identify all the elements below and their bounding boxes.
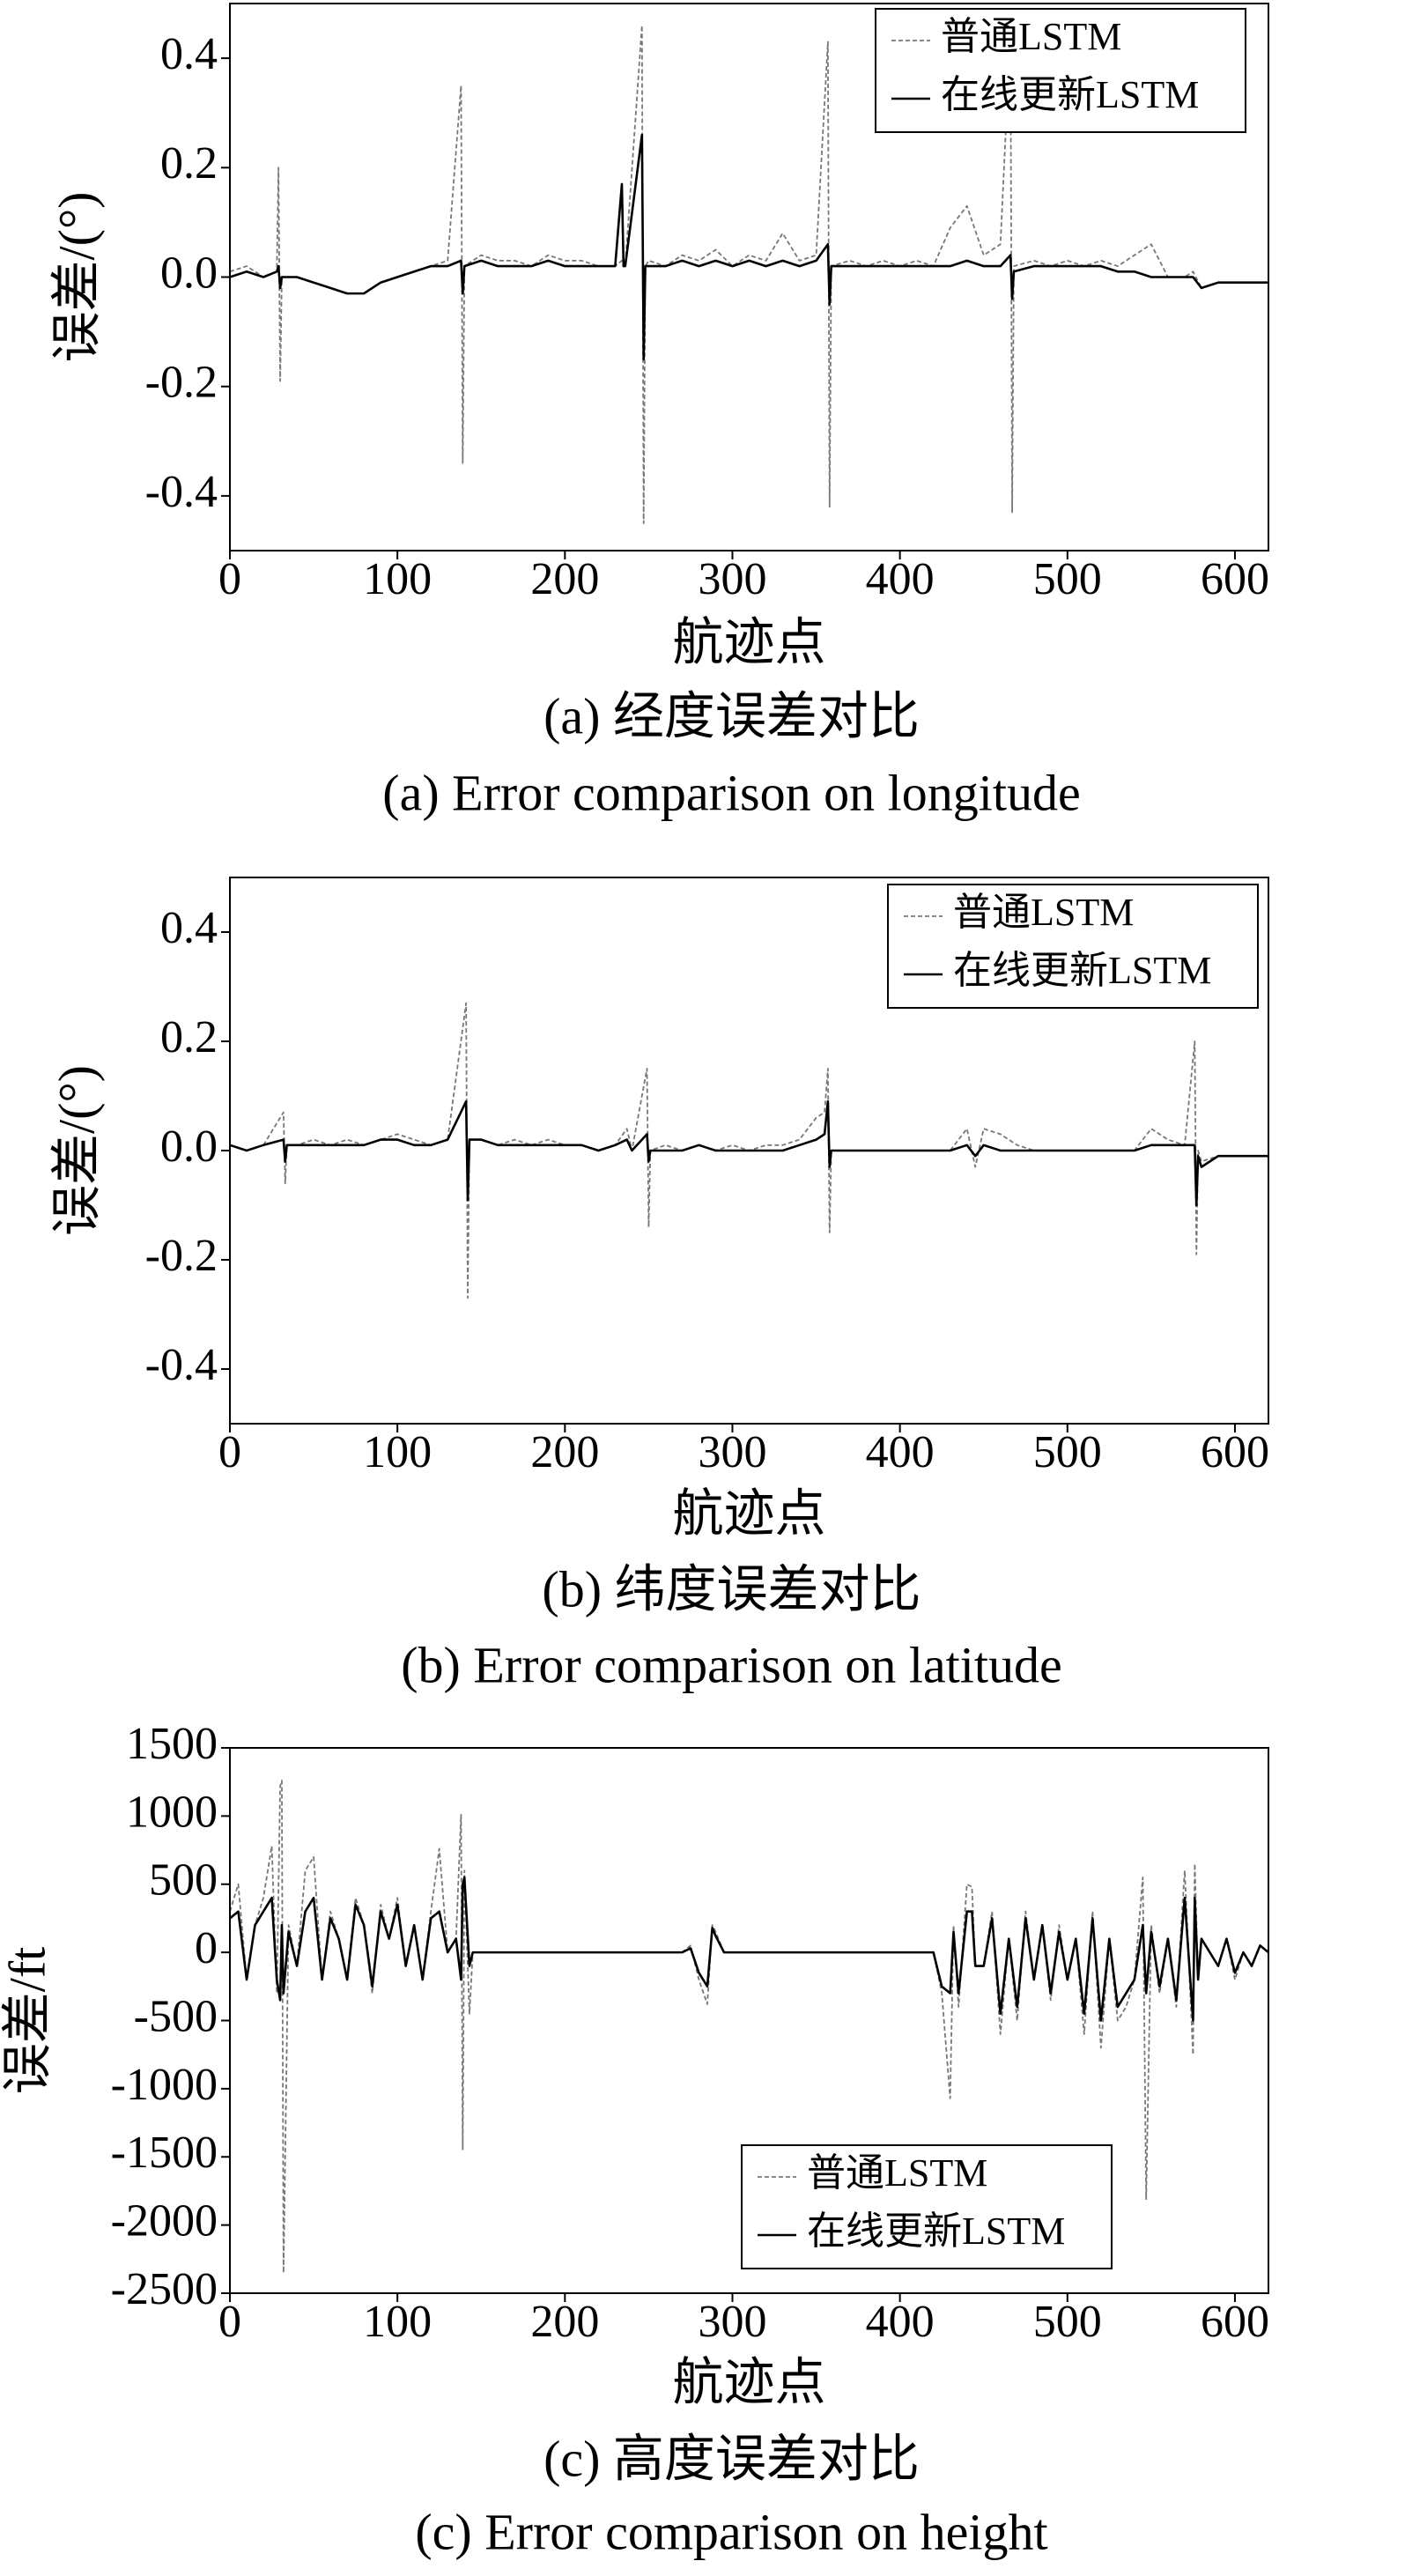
legend-box: [887, 884, 1259, 1009]
x-tick-label: 200: [530, 1427, 599, 1477]
legend: 普通LSTM 在线更新LSTM: [875, 8, 1246, 133]
x-axis-label: 航迹点: [672, 613, 825, 670]
y-tick-label: -0.2: [145, 358, 218, 408]
legend-label: 在线更新LSTM: [953, 949, 1211, 992]
plot-frame: [229, 877, 1269, 1425]
x-tick-label: 200: [530, 2297, 599, 2347]
legend-label: 普通LSTM: [941, 15, 1121, 58]
legend-label: 在线更新LSTM: [941, 73, 1199, 116]
x-tick-label: 300: [698, 1427, 766, 1477]
x-tick-label: 100: [363, 2297, 432, 2347]
x-tick-label: 0: [218, 1427, 241, 1477]
legend-label: 在线更新LSTM: [807, 2210, 1065, 2253]
y-tick-label: -500: [134, 1991, 218, 2041]
x-tick-label: 400: [866, 554, 935, 604]
x-tick-label: 400: [866, 1427, 935, 1477]
y-tick-label: 0.2: [160, 1012, 218, 1062]
chart-title: (c) 高度误差对比: [543, 2430, 920, 2487]
x-tick-label: 300: [698, 2297, 766, 2347]
series-line: [229, 1876, 1269, 2022]
x-tick-label: 600: [1201, 554, 1269, 604]
y-tick-label: 0.2: [160, 138, 218, 189]
y-tick-label: 0.4: [160, 903, 218, 953]
x-tick-label: 0: [218, 554, 241, 604]
y-tick-label: -2000: [111, 2196, 218, 2247]
x-tick-label: 100: [363, 554, 432, 604]
x-axis-label: 航迹点: [672, 2353, 825, 2410]
y-tick-label: 1500: [126, 1719, 218, 1769]
plot-frame: [229, 1747, 1269, 2294]
y-tick-label: 0: [195, 1923, 218, 1973]
x-tick-label: 300: [698, 554, 766, 604]
legend-box: [741, 2144, 1113, 2269]
x-tick-label: 500: [1033, 554, 1102, 604]
series-line: [229, 133, 1268, 360]
chart-title: (a) 经度误差对比: [543, 687, 920, 744]
x-tick-label: 100: [363, 1427, 432, 1477]
x-tick-label: 500: [1033, 2297, 1102, 2347]
x-tick-label: 500: [1033, 1427, 1102, 1477]
legend: 普通LSTM 在线更新LSTM: [741, 2144, 1113, 2269]
y-tick-label: -0.4: [145, 1340, 218, 1390]
y-tick-label: 1000: [126, 1787, 218, 1837]
y-tick-label: 0.0: [160, 1121, 218, 1172]
y-axis-label: 误差/ft: [0, 1947, 55, 2095]
y-tick-label: -1000: [111, 2060, 218, 2110]
chart-subtitle: (b) Error comparison on latitude: [401, 1636, 1062, 1693]
y-tick-label: -1500: [111, 2128, 218, 2178]
y-tick-label: -0.2: [145, 1231, 218, 1281]
plot-frame: [229, 3, 1269, 551]
x-tick-label: 600: [1201, 1427, 1269, 1477]
y-tick-label: -2500: [111, 2264, 218, 2314]
y-tick-label: 0.0: [160, 248, 218, 298]
x-axis-label: 航迹点: [672, 1484, 825, 1542]
legend: 普通LSTM 在线更新LSTM: [887, 884, 1259, 1009]
chart-title: (b) 纬度误差对比: [542, 1560, 921, 1617]
y-tick-label: 0.4: [160, 29, 218, 79]
x-tick-label: 400: [866, 2297, 935, 2347]
series-line: [229, 1099, 1268, 1207]
y-tick-label: 500: [149, 1855, 218, 1906]
x-tick-label: 600: [1201, 2297, 1269, 2347]
y-tick-label: -0.4: [145, 467, 218, 517]
chart-subtitle: (a) Error comparison on longitude: [382, 764, 1080, 821]
x-tick-label: 0: [218, 2297, 241, 2347]
legend-label: 普通LSTM: [807, 2151, 987, 2195]
legend-label: 普通LSTM: [953, 891, 1134, 934]
legend-box: [875, 8, 1246, 133]
y-axis-label: 误差/(°): [48, 1065, 105, 1236]
x-tick-label: 200: [530, 554, 599, 604]
y-axis-label: 误差/(°): [48, 192, 105, 363]
chart-subtitle: (c) Error comparison on height: [415, 2503, 1047, 2560]
